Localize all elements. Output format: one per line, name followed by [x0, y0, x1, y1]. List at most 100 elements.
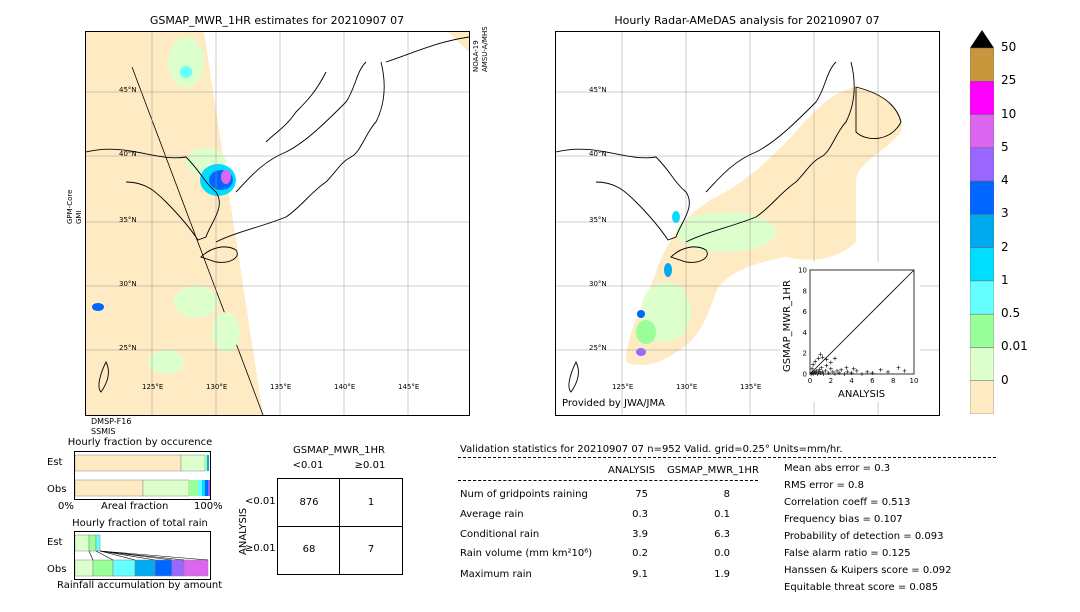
colorbar-label: 3 [1001, 206, 1009, 221]
scatter-point [820, 369, 825, 374]
scatter-point [813, 370, 818, 375]
right-lon-125: 125°E [612, 383, 634, 391]
stat-analysis-1: 0.3 [632, 509, 648, 520]
scatter-point [824, 357, 829, 362]
left-sat-bottom-label: DMSP-F16 SSMIS [91, 417, 132, 436]
left-map: 45°N 40°N 35°N 30°N 25°N 125°E 130°E 135… [85, 31, 470, 416]
scatter-ytick: 8 [803, 287, 807, 295]
occurrence-obs-label: Obs [47, 484, 67, 495]
colorbar-label: 2 [1001, 239, 1009, 254]
scatter-point [830, 369, 835, 374]
scatter-ytick: 0 [803, 371, 807, 379]
scatter-xtick: 8 [891, 377, 895, 385]
scatter-ytick: 10 [798, 267, 807, 275]
total-rain-chart [74, 531, 211, 580]
scatter-point [870, 370, 875, 375]
scatter-point [896, 365, 901, 370]
scatter-point [849, 370, 854, 375]
occurrence-canvas [74, 454, 210, 497]
scatter-point [828, 366, 833, 371]
scatter-canvas: 00 2 2 4 4 6 6 8 8 10 10 [798, 267, 919, 386]
scatter-point [865, 369, 870, 374]
right-map-title: Hourly Radar-AMeDAS analysis for 2021090… [614, 14, 880, 27]
right-lon-130: 130°E [676, 383, 698, 391]
stat-analysis-2: 3.9 [632, 529, 648, 540]
score-3: Frequency bias = 0.107 [784, 514, 903, 525]
colorbar-swatch [969, 313, 995, 348]
colorbar-label: 0.5 [1001, 306, 1021, 321]
scatter-point [844, 365, 849, 370]
scatter-inset: 0 0 2 2 4 4 6 6 8 8 10 10 [780, 262, 920, 402]
total-rain-obs-label: Obs [47, 564, 67, 575]
colorbar-label: 10 [1001, 106, 1017, 121]
scatter-point [817, 367, 822, 372]
left-lon-130: 130°E [206, 383, 228, 391]
right-map-canvas [556, 32, 939, 415]
contingency-title: GSMAP_MWR_1HR [293, 445, 385, 456]
colorbar-label: 50 [1001, 40, 1017, 54]
scatter-point [860, 372, 864, 376]
stat-analysis-4: 9.1 [632, 569, 648, 580]
score-6: Hanssen & Kuipers score = 0.092 [784, 565, 952, 576]
stat-gsmap-3: 0.0 [714, 548, 730, 559]
stat-gsmap-0: 8 [723, 489, 730, 500]
occurrence-axis-left: 0% [58, 501, 74, 512]
colorbar-swatch [969, 347, 995, 381]
occurrence-chart [74, 451, 211, 500]
contingency-table: 876 1 68 7 [277, 478, 403, 575]
validation-col-gsmap: GSMAP_MWR_1HR [667, 465, 759, 476]
score-5: False alarm ratio = 0.125 [784, 548, 911, 559]
scatter-point [845, 369, 850, 374]
left-lon-145: 145°E [398, 383, 420, 391]
colorbar-label: 1 [1001, 272, 1009, 287]
score-4: Probability of detection = 0.093 [784, 531, 944, 542]
scatter-point [813, 359, 818, 364]
score-2: Correlation coeff = 0.513 [784, 497, 911, 508]
scatter-diagonal [809, 269, 915, 375]
scatter-xlabel: ANALYSIS [838, 389, 886, 400]
validation-header: Validation statistics for 20210907 07 n=… [460, 444, 843, 455]
colorbar-swatch [969, 81, 995, 115]
score-7: Equitable threat score = 0.085 [784, 582, 939, 593]
scatter-point [811, 372, 816, 376]
stat-label-2: Conditional rain [460, 529, 540, 540]
scatter-point [816, 356, 821, 361]
occurrence-title: Hourly fraction by occurence [67, 437, 213, 448]
stat-label-4: Maximum rain [460, 569, 532, 580]
scatter-ytick: 4 [803, 329, 808, 337]
stat-gsmap-4: 1.9 [714, 569, 730, 580]
left-lat-40: 40°N [119, 150, 137, 158]
left-lon-125: 125°E [142, 383, 164, 391]
scatter-point [810, 366, 815, 371]
scatter-point [832, 372, 837, 376]
contingency-cell-fn: 68 [302, 544, 316, 555]
scatter-xtick: 0 [808, 377, 812, 385]
contingency-col2: ≥0.01 [354, 460, 386, 471]
colorbar-label: 0 [1001, 372, 1009, 387]
contingency-cell-tn: 876 [299, 497, 319, 508]
scatter-point [814, 368, 819, 373]
contingency-cell-tp: 7 [367, 544, 375, 555]
scatter-point [818, 352, 823, 357]
colorbar-label: 5 [1001, 139, 1009, 154]
scatter-point [824, 363, 829, 368]
scatter-point [819, 365, 824, 370]
stat-gsmap-1: 0.1 [714, 509, 730, 520]
right-lat-30: 30°N [589, 280, 607, 288]
scatter-ytick: 2 [803, 350, 807, 358]
scatter-point [821, 372, 826, 376]
scatter-point [886, 369, 890, 374]
colorbar-canvas [969, 30, 995, 415]
occurrence-est-label: Est [47, 457, 63, 468]
scatter-xtick: 10 [910, 377, 919, 385]
scatter-point [839, 367, 844, 372]
scatter-point [816, 369, 821, 374]
colorbar-swatch [969, 180, 995, 215]
validation-divider [458, 457, 996, 458]
scatter-point [820, 355, 825, 360]
right-lat-35: 35°N [589, 216, 607, 224]
stat-analysis-3: 0.2 [632, 548, 648, 559]
scatter-ytick: 6 [803, 308, 808, 316]
stat-label-0: Num of gridpoints raining [460, 489, 588, 500]
right-lat-45: 45°N [589, 86, 607, 94]
